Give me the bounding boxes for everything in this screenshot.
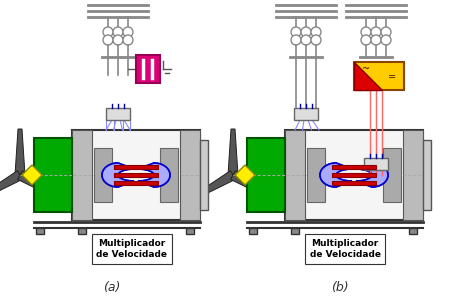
Bar xyxy=(332,173,376,177)
Bar xyxy=(247,138,285,212)
Polygon shape xyxy=(230,171,274,200)
Polygon shape xyxy=(22,165,42,185)
Bar xyxy=(249,228,257,234)
Circle shape xyxy=(291,27,301,37)
Circle shape xyxy=(361,35,371,45)
Polygon shape xyxy=(138,163,170,187)
Polygon shape xyxy=(0,171,22,200)
Circle shape xyxy=(301,27,311,37)
Circle shape xyxy=(113,35,123,45)
Bar xyxy=(383,148,401,202)
Bar xyxy=(114,181,158,185)
Text: (b): (b) xyxy=(331,282,349,294)
Text: Multiplicador
de Velocidade: Multiplicador de Velocidade xyxy=(310,239,381,259)
Bar xyxy=(72,130,200,220)
Polygon shape xyxy=(356,163,388,187)
Bar xyxy=(403,130,423,220)
Circle shape xyxy=(103,35,113,45)
Bar xyxy=(36,228,44,234)
Polygon shape xyxy=(320,163,352,187)
Bar xyxy=(136,55,160,83)
Bar xyxy=(307,148,325,202)
Bar xyxy=(409,228,417,234)
Polygon shape xyxy=(138,163,170,187)
Bar xyxy=(285,130,305,220)
Circle shape xyxy=(371,27,381,37)
Circle shape xyxy=(311,27,321,37)
Bar xyxy=(291,228,299,234)
Bar xyxy=(114,173,158,177)
Circle shape xyxy=(123,27,133,37)
Bar xyxy=(94,148,112,202)
Polygon shape xyxy=(102,163,134,187)
Bar xyxy=(200,140,208,210)
Text: Multiplicador
de Velocidade: Multiplicador de Velocidade xyxy=(96,239,167,259)
Circle shape xyxy=(381,27,391,37)
Polygon shape xyxy=(18,171,61,200)
Bar xyxy=(114,165,158,169)
Bar xyxy=(34,138,72,212)
Polygon shape xyxy=(228,129,238,175)
Text: ~: ~ xyxy=(362,64,370,74)
Circle shape xyxy=(301,35,311,45)
Circle shape xyxy=(381,35,391,45)
Bar xyxy=(354,62,404,90)
Bar xyxy=(423,140,431,210)
Circle shape xyxy=(123,35,133,45)
Circle shape xyxy=(311,35,321,45)
Text: (a): (a) xyxy=(104,282,121,294)
Bar xyxy=(160,148,178,202)
Polygon shape xyxy=(235,165,255,185)
Bar xyxy=(78,228,86,234)
Bar xyxy=(332,165,376,169)
Bar xyxy=(92,234,172,264)
Bar xyxy=(106,108,130,120)
Polygon shape xyxy=(356,163,388,187)
Bar xyxy=(72,130,92,220)
Polygon shape xyxy=(15,129,25,175)
Polygon shape xyxy=(192,171,235,200)
Bar xyxy=(294,108,318,120)
Polygon shape xyxy=(102,163,134,187)
Bar xyxy=(305,234,385,264)
Circle shape xyxy=(103,27,113,37)
Polygon shape xyxy=(354,62,382,90)
Bar xyxy=(180,130,200,220)
Bar xyxy=(186,228,194,234)
Bar xyxy=(364,158,388,170)
Circle shape xyxy=(371,35,381,45)
Bar xyxy=(285,130,423,220)
Circle shape xyxy=(291,35,301,45)
Polygon shape xyxy=(320,163,352,187)
Circle shape xyxy=(113,27,123,37)
Bar xyxy=(332,181,376,185)
Circle shape xyxy=(361,27,371,37)
Text: =: = xyxy=(388,72,396,82)
